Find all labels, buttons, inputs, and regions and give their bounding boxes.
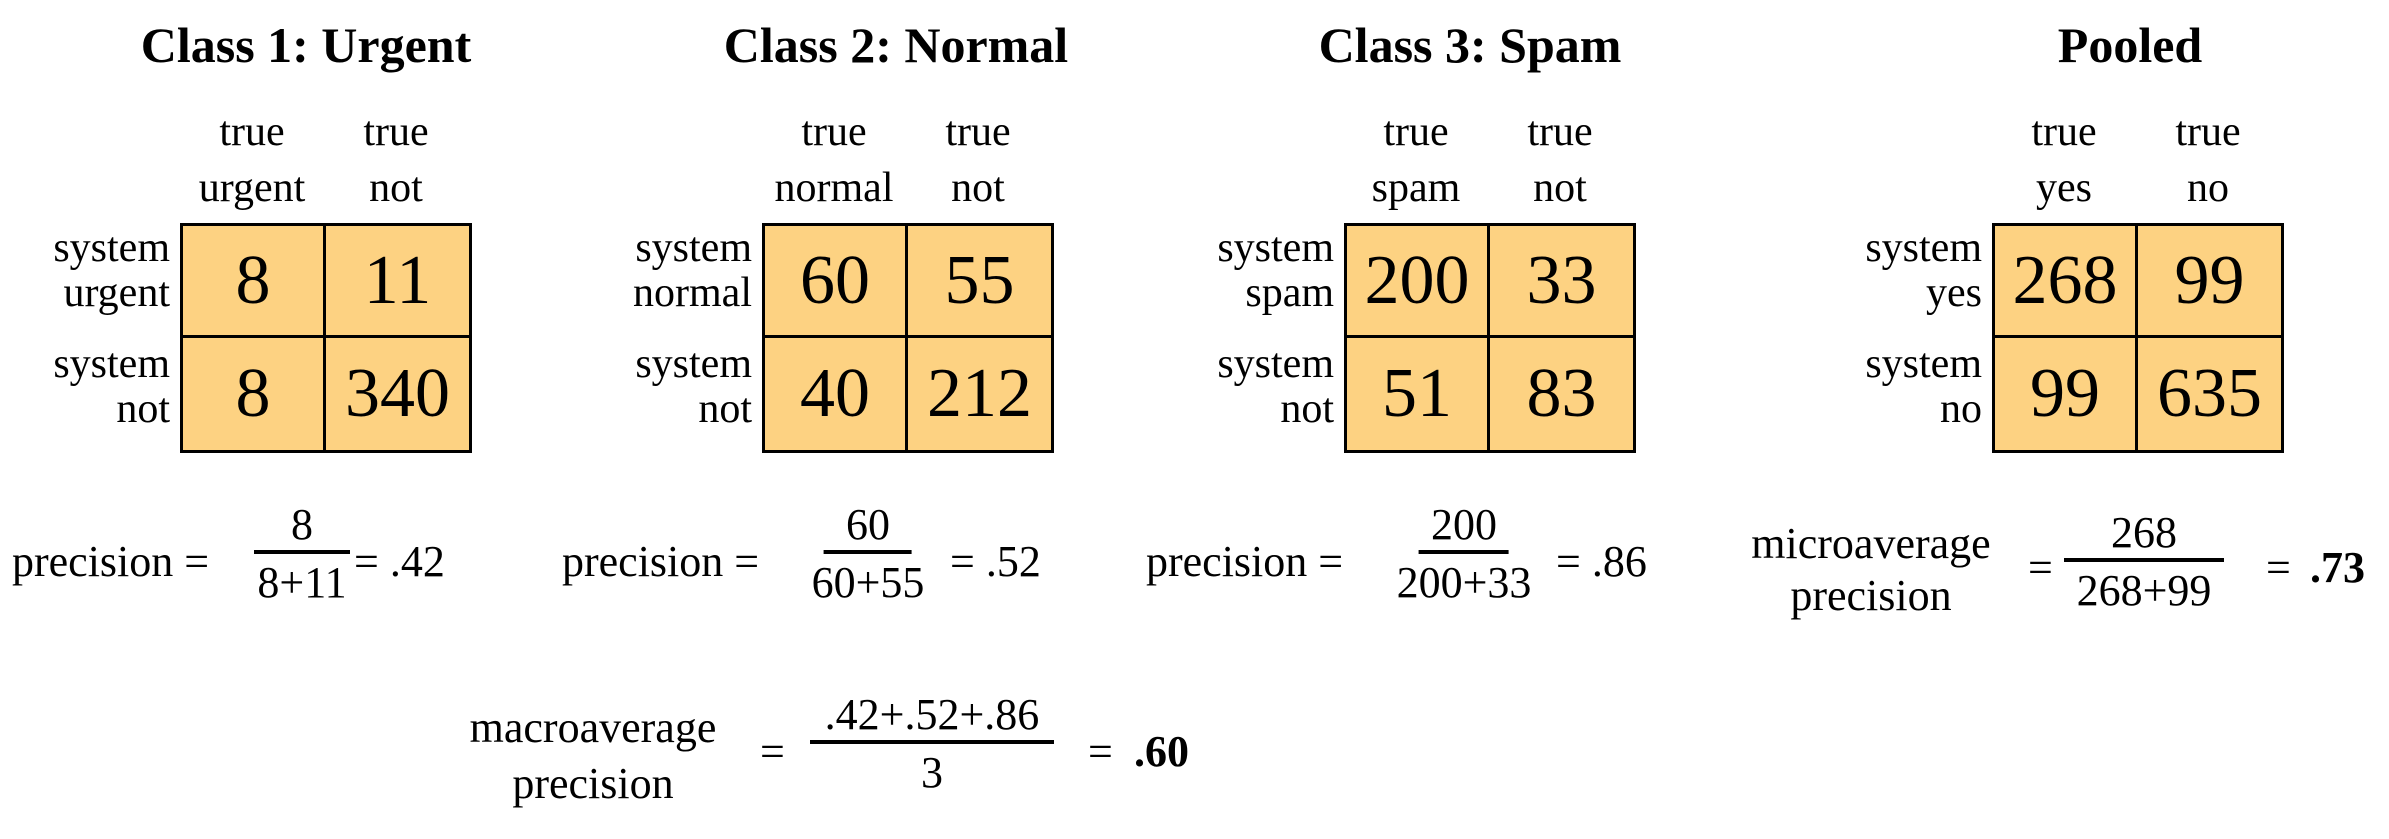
metric-label: precision =	[1146, 536, 1343, 587]
equals-sign: =	[1088, 726, 1113, 777]
column-header: true spam	[1336, 104, 1496, 216]
equals-sign: =	[2266, 542, 2291, 593]
fraction-bar	[1419, 550, 1509, 554]
denominator: 3	[921, 748, 943, 798]
fraction-bar	[254, 550, 350, 554]
denominator: 60+55	[812, 558, 925, 608]
row-header: system normal	[633, 226, 752, 316]
matrix-cell: 60	[765, 226, 908, 338]
macro-result: .60	[1134, 726, 1189, 777]
numerator: 200	[1431, 500, 1497, 550]
column-header: true urgent	[172, 104, 332, 216]
matrix-cell: 340	[326, 338, 469, 450]
column-header: true no	[2128, 104, 2288, 216]
panel-title: Class 1: Urgent	[141, 16, 472, 74]
equals-sign: =	[760, 726, 785, 777]
metric-result: = .42	[354, 536, 445, 587]
metric-result: = .52	[950, 536, 1041, 587]
fraction: 60 60+55	[812, 500, 925, 608]
panel-title: Class 3: Spam	[1319, 16, 1622, 74]
numerator: .42+.52+.86	[825, 690, 1040, 740]
equals-sign: =	[2028, 542, 2053, 593]
fraction-bar	[810, 740, 1054, 744]
column-header: true not	[316, 104, 476, 216]
metric-label: precision =	[12, 536, 209, 587]
numerator: 268	[2111, 508, 2177, 558]
matrix-cell: 99	[1995, 338, 2138, 450]
metric-label: precision =	[562, 536, 759, 587]
fraction-bar	[2064, 558, 2224, 562]
column-header: true normal	[754, 104, 914, 216]
matrix-cell: 268	[1995, 226, 2138, 338]
numerator: 8	[291, 500, 313, 550]
row-header: system no	[1865, 342, 1982, 432]
fraction: 268 268+99	[2064, 508, 2224, 616]
denominator: 8+11	[257, 558, 346, 608]
matrix-cell: 99	[2138, 226, 2281, 338]
column-header: true not	[1480, 104, 1640, 216]
row-header: system spam	[1217, 226, 1334, 316]
macro-label: macroaverage precision	[452, 700, 734, 812]
matrix-cell: 11	[326, 226, 469, 338]
confusion-matrix: 200 33 51 83	[1344, 223, 1636, 453]
row-header: system urgent	[53, 226, 170, 316]
matrix-cell: 200	[1347, 226, 1490, 338]
row-header: system not	[53, 342, 170, 432]
matrix-cell: 212	[908, 338, 1051, 450]
confusion-matrix: 60 55 40 212	[762, 223, 1054, 453]
confusion-matrix: 8 11 8 340	[180, 223, 472, 453]
column-header: true yes	[1984, 104, 2144, 216]
matrix-cell: 33	[1490, 226, 1633, 338]
denominator: 200+33	[1397, 558, 1532, 608]
row-header: system not	[635, 342, 752, 432]
row-header: system yes	[1865, 226, 1982, 316]
metric-result: .73	[2310, 542, 2365, 593]
panel-title: Pooled	[2058, 16, 2202, 74]
row-header: system not	[1217, 342, 1334, 432]
matrix-cell: 83	[1490, 338, 1633, 450]
numerator: 60	[846, 500, 890, 550]
denominator: 268+99	[2077, 566, 2212, 616]
matrix-cell: 51	[1347, 338, 1490, 450]
metric-label: microaverage precision	[1736, 518, 2006, 622]
panel-title: Class 2: Normal	[724, 16, 1068, 74]
matrix-cell: 8	[183, 226, 326, 338]
metric-result: = .86	[1556, 536, 1647, 587]
matrix-cell: 40	[765, 338, 908, 450]
column-header: true not	[898, 104, 1058, 216]
matrix-cell: 55	[908, 226, 1051, 338]
fraction-bar	[824, 550, 912, 554]
matrix-cell: 8	[183, 338, 326, 450]
matrix-cell: 635	[2138, 338, 2281, 450]
fraction: 200 200+33	[1397, 500, 1532, 608]
fraction: .42+.52+.86 3	[810, 690, 1054, 798]
confusion-matrix: 268 99 99 635	[1992, 223, 2284, 453]
fraction: 8 8+11	[254, 500, 350, 608]
